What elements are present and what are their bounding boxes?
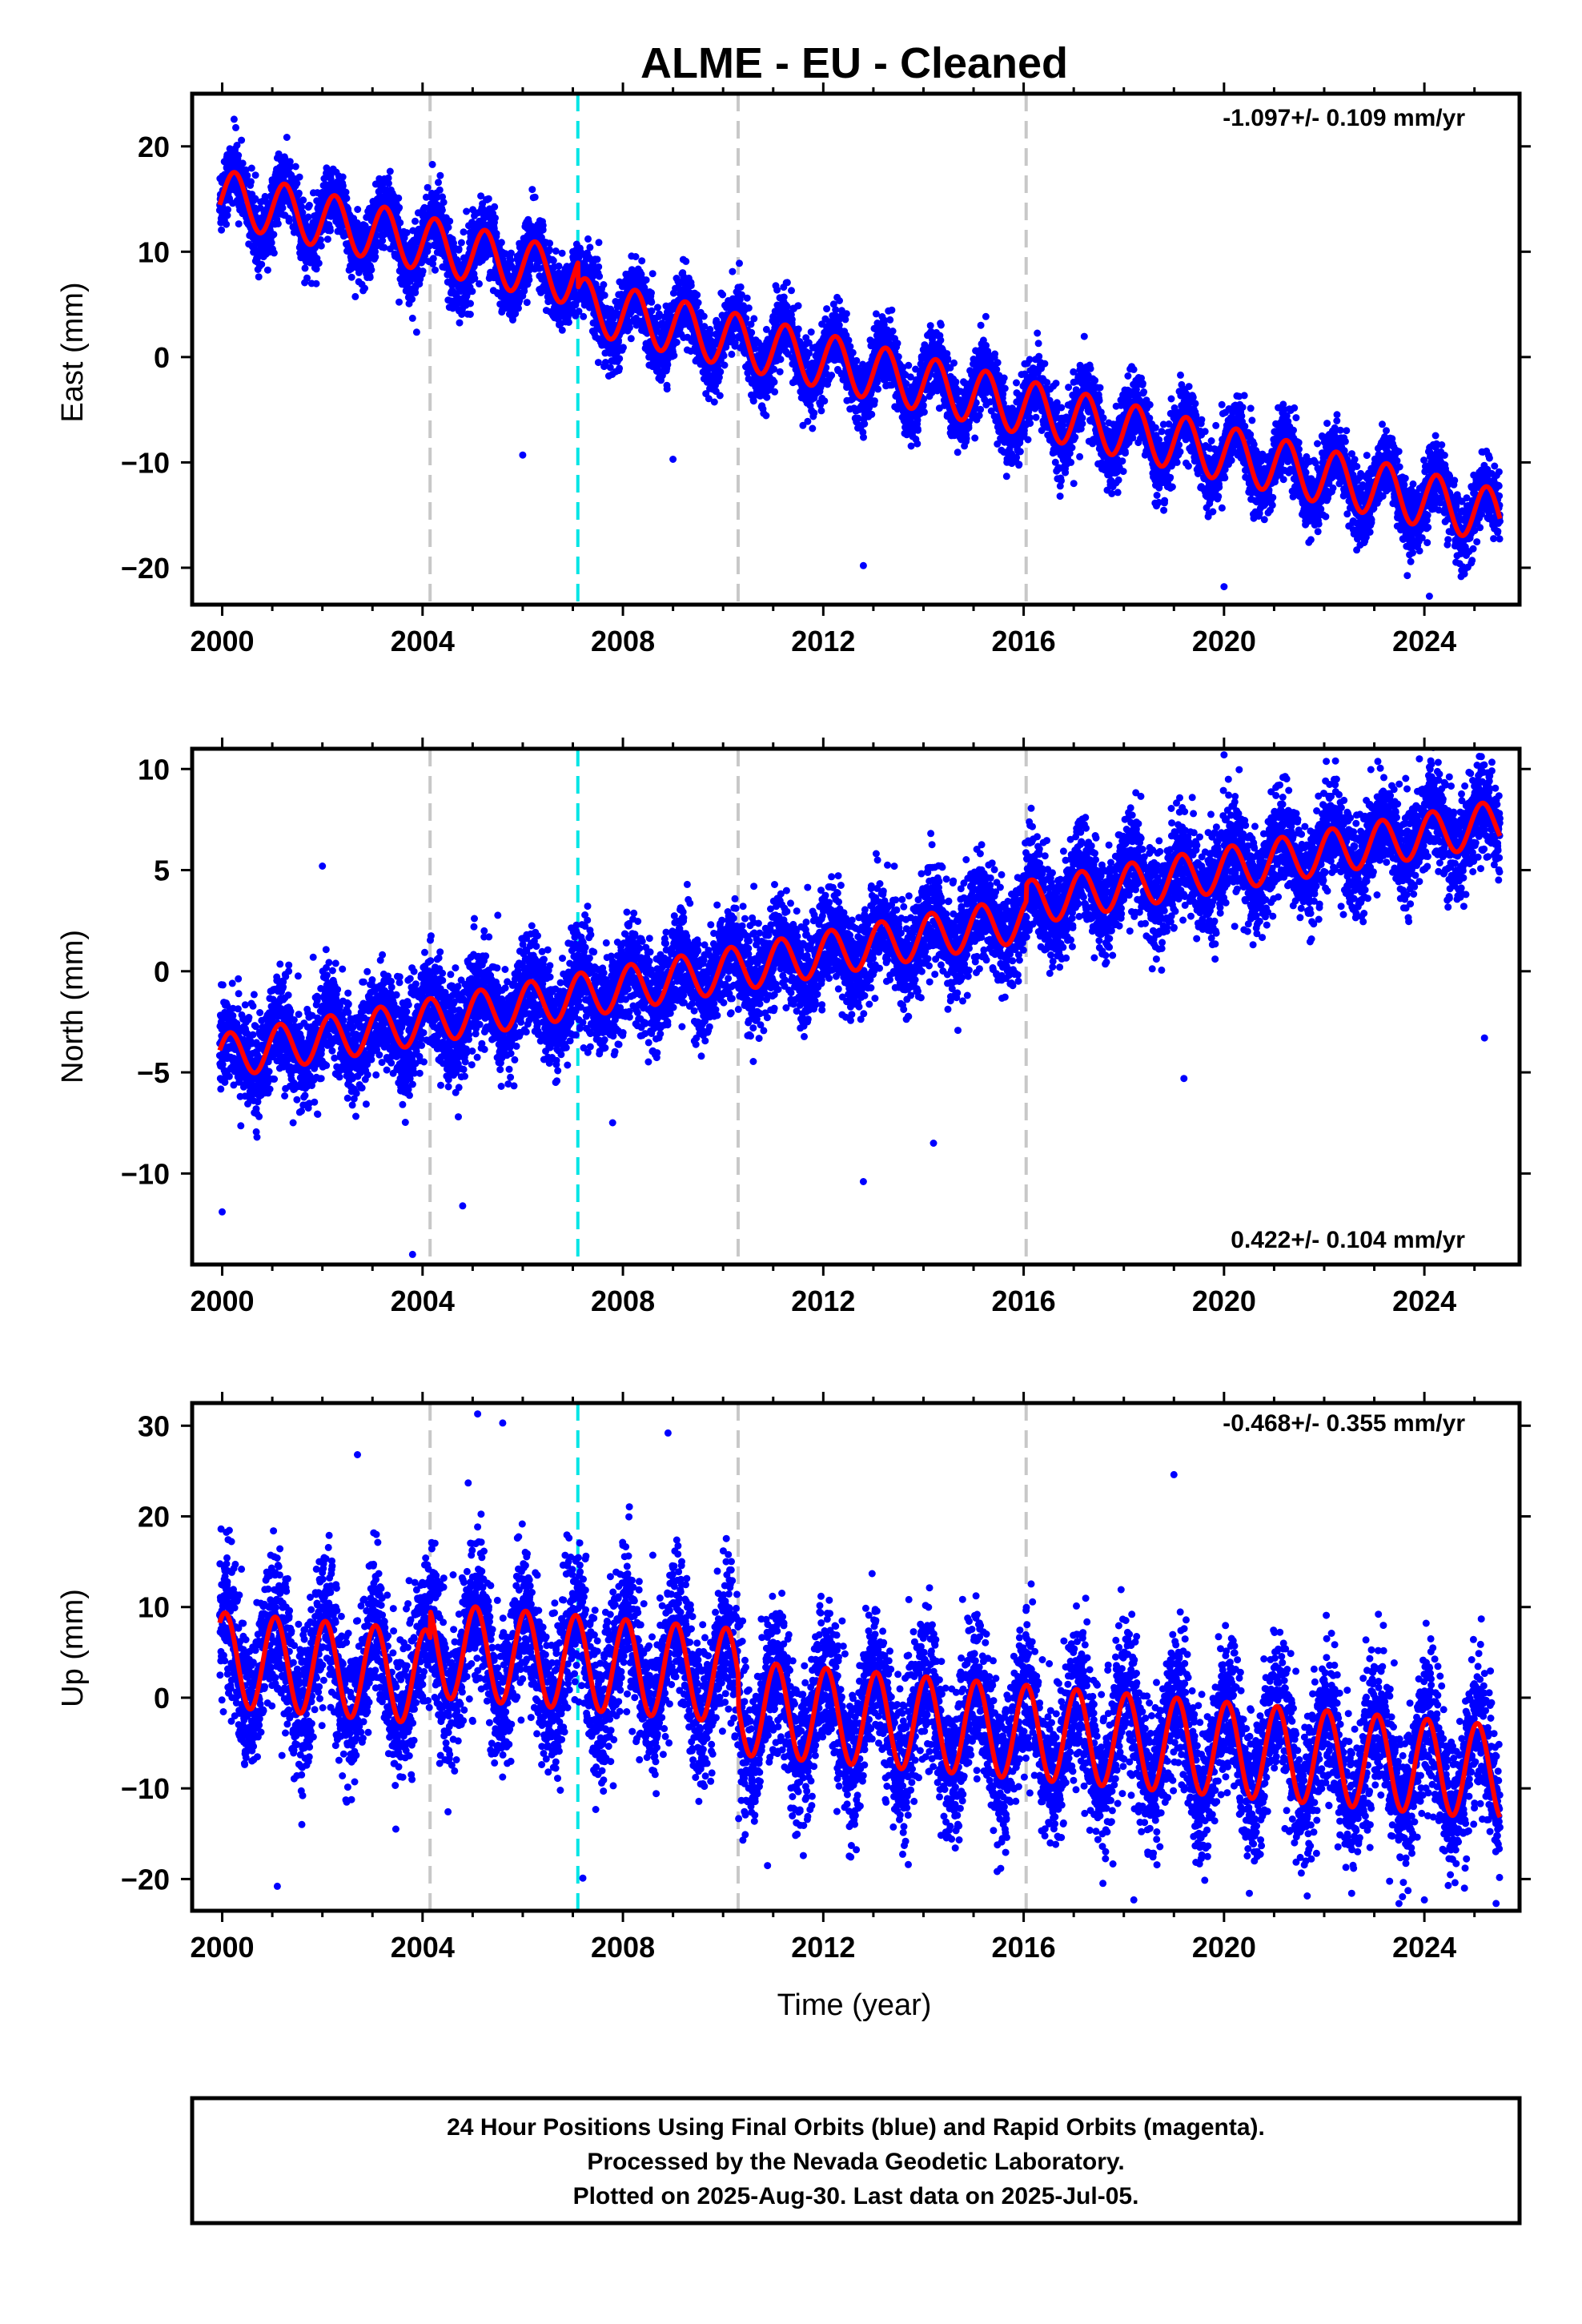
y-tick-label: 5 [154,854,170,887]
y-tick-label: 30 [138,1409,170,1442]
up-panel: 2000 2004 2008 2012 2016 2020 2024 −20 −10 0 10 20 3… [56,1392,1531,2022]
y-tick-label: 0 [154,341,170,374]
east-rate-label: -1.097+/- 0.109 mm/yr [1223,105,1465,131]
x-tick-label: 2004 [391,625,455,657]
x-tick-label: 2008 [591,625,655,657]
y-tick-label: −10 [121,1772,170,1805]
x-tick-label: 2012 [791,625,855,657]
footer-box: 24 Hour Positions Using Final Orbits (bl… [192,2098,1520,2223]
x-tick-label: 2000 [190,1931,254,1964]
x-tick-label: 2008 [591,1931,655,1964]
x-tick-label: 2024 [1392,625,1456,657]
x-tick-label: 2000 [190,625,254,657]
y-tick-label: 0 [154,955,170,988]
daily-position-points [216,1410,1504,1920]
x-tick-label: 2020 [1192,1285,1256,1317]
x-tick-label: 2004 [391,1931,455,1964]
x-tick-label: 2016 [992,1285,1056,1317]
chart-title: ALME - EU - Cleaned [640,39,1068,87]
y-tick-label: −10 [121,446,170,479]
x-tick-label: 2012 [791,1285,855,1317]
north-rate-label: 0.422+/- 0.104 mm/yr [1231,1227,1465,1253]
y-tick-label: −20 [121,552,170,585]
y-tick-label: 20 [138,1501,170,1534]
east-y-axis-label: East (mm) [56,282,90,422]
east-panel: 2000 2004 2008 2012 2016 2020 2024−20−1001020 … [56,82,1531,657]
x-tick-label: 2024 [1392,1931,1456,1964]
north-panel: 2000 2004 2008 2012 2016 2020 2024 −10 −5 0 5 10 0.… [56,736,1531,1317]
x-tick-label: 2008 [591,1285,655,1317]
x-axis-label: Time (year) [777,1988,932,2022]
up-rate-label: -0.468+/- 0.355 mm/yr [1223,1410,1465,1437]
up-y-axis-label: Up (mm) [56,1589,90,1707]
y-tick-label: 10 [138,753,170,786]
y-tick-label: −20 [121,1863,170,1896]
plot-content [216,1403,1504,1920]
north-y-axis-label: North (mm) [56,930,90,1084]
plot-content [216,736,1504,1265]
x-tick-label: 2016 [992,1931,1056,1964]
x-tick-label: 2016 [992,625,1056,657]
x-tick-label: 2020 [1192,1931,1256,1964]
east-plot-area: 2000 2004 2008 2012 2016 2020 2024 −20 −10 0 10 20 [121,82,1531,657]
y-tick-label: 10 [138,1591,170,1624]
x-tick-label: 2004 [391,1285,455,1317]
up-plot-area: 2000 2004 2008 2012 2016 2020 2024 −20 −10 0 10 20 3… [121,1392,1531,1964]
footer-line-3: Plotted on 2025-Aug-30. Last data on 202… [573,2183,1139,2209]
daily-position-points [216,115,1504,600]
x-tick-label: 2000 [190,1285,254,1317]
y-tick-label: 0 [154,1682,170,1715]
y-tick-label: 10 [138,235,170,268]
y-tick-label: −5 [137,1056,170,1089]
footer-line-1: 24 Hour Positions Using Final Orbits (bl… [447,2114,1265,2141]
y-tick-label: −10 [121,1157,170,1190]
plot-content [216,94,1504,605]
daily-position-points [216,736,1504,1258]
footer-line-2: Processed by the Nevada Geodetic Laborat… [587,2149,1124,2175]
x-tick-label: 2020 [1192,625,1256,657]
x-tick-label: 2012 [791,1931,855,1964]
y-tick-label: 20 [138,131,170,163]
x-tick-label: 2024 [1392,1285,1456,1317]
